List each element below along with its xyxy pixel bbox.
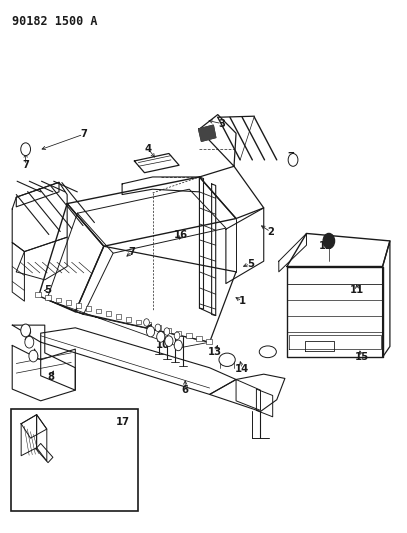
Bar: [186, 334, 192, 338]
Bar: [166, 328, 171, 333]
Bar: [35, 292, 41, 297]
Bar: [116, 314, 121, 319]
Bar: [136, 320, 141, 325]
Text: 90182 1500 A: 90182 1500 A: [12, 15, 98, 28]
Text: 10: 10: [156, 341, 170, 350]
Text: 8: 8: [47, 372, 55, 382]
Ellipse shape: [259, 346, 276, 358]
Text: 2: 2: [267, 227, 274, 237]
Circle shape: [164, 328, 170, 335]
Circle shape: [147, 326, 155, 337]
Text: 13: 13: [208, 347, 222, 357]
Polygon shape: [199, 125, 216, 141]
Circle shape: [144, 319, 149, 326]
Text: 1: 1: [239, 296, 246, 306]
Circle shape: [29, 350, 38, 362]
Circle shape: [323, 233, 335, 248]
Text: 7: 7: [80, 130, 87, 139]
Circle shape: [288, 154, 298, 166]
Bar: [176, 330, 182, 335]
Text: 3: 3: [219, 119, 225, 128]
Text: 17: 17: [107, 460, 121, 470]
Bar: [206, 339, 212, 344]
Text: 6: 6: [182, 385, 189, 395]
FancyBboxPatch shape: [11, 409, 138, 511]
Text: 9: 9: [31, 352, 38, 362]
Text: 7: 7: [129, 247, 136, 256]
Text: 7: 7: [288, 152, 294, 162]
Text: 14: 14: [235, 364, 249, 374]
Text: 5: 5: [44, 286, 52, 295]
Bar: [196, 336, 201, 341]
Text: 7: 7: [22, 332, 29, 342]
Ellipse shape: [219, 353, 235, 367]
Bar: [156, 325, 161, 330]
Bar: [106, 311, 111, 316]
Bar: [86, 306, 91, 311]
Text: 17: 17: [116, 417, 129, 427]
Text: 5: 5: [247, 259, 254, 269]
Bar: [96, 309, 101, 313]
Text: 4: 4: [145, 144, 152, 154]
Circle shape: [157, 332, 165, 342]
Circle shape: [21, 324, 31, 337]
Circle shape: [174, 332, 180, 340]
Circle shape: [155, 324, 161, 332]
Bar: [66, 301, 71, 305]
Bar: [55, 297, 61, 302]
Bar: [76, 303, 81, 308]
Circle shape: [25, 336, 34, 348]
Text: 11: 11: [350, 286, 365, 295]
Circle shape: [174, 340, 182, 351]
Bar: [126, 317, 131, 322]
Circle shape: [165, 336, 173, 346]
Text: 7: 7: [22, 160, 29, 170]
Bar: [46, 295, 51, 300]
Text: 9: 9: [145, 326, 152, 335]
Text: 12: 12: [319, 241, 333, 251]
Text: 16: 16: [174, 230, 188, 239]
Circle shape: [21, 143, 31, 156]
Text: 15: 15: [354, 352, 368, 362]
Bar: [146, 322, 151, 327]
